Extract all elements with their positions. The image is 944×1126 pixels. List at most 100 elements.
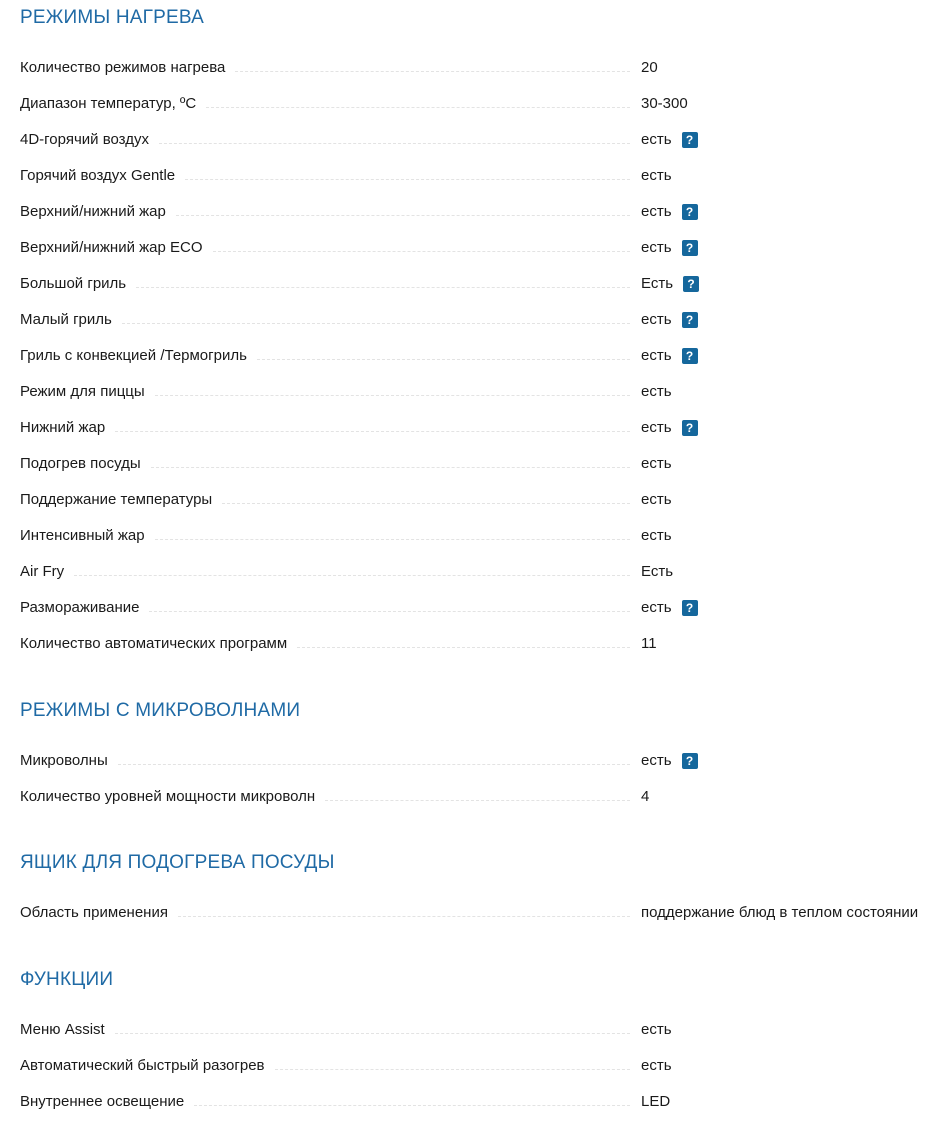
dotted-leader	[154, 539, 630, 540]
spec-row: Режим для пиццы есть	[20, 380, 944, 416]
spec-value-wrap: есть ?	[641, 596, 698, 620]
dotted-leader	[74, 575, 630, 576]
spec-label: Гриль с конвекцией /Термогриль	[20, 347, 247, 364]
help-icon[interactable]: ?	[683, 276, 700, 292]
spec-value-wrap: 20	[641, 56, 658, 80]
spec-row: Область применения поддержание блюд в те…	[20, 901, 944, 937]
spec-row: Подогрев посуды есть	[20, 452, 944, 488]
spec-label: Количество режимов нагрева	[20, 59, 226, 76]
spec-label-wrap: Подогрев посуды	[20, 452, 630, 476]
spec-label: Количество автоматических программ	[20, 635, 288, 652]
spec-value: LED	[641, 1093, 671, 1110]
spec-value: есть	[641, 383, 672, 400]
spec-value: поддержание блюд в теплом состоянии	[641, 904, 919, 921]
spec-row: Верхний/нижний жар ECO есть ?	[20, 236, 944, 272]
spec-value-wrap: есть ?	[641, 308, 698, 332]
spec-section: ФУНКЦИИ Меню Assist есть Автоматический …	[20, 968, 944, 1126]
spec-value: 30-300	[641, 95, 688, 112]
help-icon[interactable]: ?	[681, 420, 698, 436]
spec-label-wrap: Меню Assist	[20, 1018, 630, 1042]
spec-row: Количество автоматических программ 11	[20, 632, 944, 668]
spec-label-wrap: Количество уровней мощности микроволн	[20, 785, 630, 809]
help-icon[interactable]: ?	[681, 312, 698, 328]
spec-row: Количество уровней мощности микроволн 4	[20, 785, 944, 821]
spec-label-wrap: Количество режимов нагрева	[20, 56, 630, 80]
help-icon[interactable]: ?	[681, 204, 698, 220]
dotted-leader	[136, 287, 630, 288]
spec-value-wrap: есть	[641, 164, 672, 188]
spec-row: Верхний/нижний жар есть ?	[20, 200, 944, 236]
help-icon[interactable]: ?	[681, 348, 698, 364]
spec-value: есть	[641, 752, 672, 769]
section-title: ЯЩИК ДЛЯ ПОДОГРЕВА ПОСУДЫ	[20, 852, 335, 873]
help-icon[interactable]: ?	[681, 132, 698, 148]
spec-label-wrap: Диапазон температур, ºC	[20, 92, 630, 116]
spec-value-wrap: есть	[641, 1018, 672, 1042]
section-title: РЕЖИМЫ НАГРЕВА	[20, 7, 205, 28]
spec-value: есть	[641, 239, 672, 256]
spec-value: есть	[641, 203, 672, 220]
spec-value: есть	[641, 131, 672, 148]
spec-row: Большой гриль Есть ?	[20, 272, 944, 308]
spec-value-wrap: есть ?	[641, 128, 698, 152]
spec-label-wrap: Большой гриль	[20, 272, 630, 296]
dotted-leader	[222, 503, 630, 504]
spec-value-wrap: есть ?	[641, 200, 698, 224]
spec-label-wrap: Малый гриль	[20, 308, 630, 332]
spec-value-wrap: есть ?	[641, 236, 698, 260]
help-icon[interactable]: ?	[681, 240, 698, 256]
spec-label: Область применения	[20, 904, 168, 921]
section-title: ФУНКЦИИ	[20, 969, 114, 990]
help-icon[interactable]: ?	[681, 753, 698, 769]
spec-label-wrap: Количество автоматических программ	[20, 632, 630, 656]
spec-label: Малый гриль	[20, 311, 112, 328]
dotted-leader	[206, 107, 630, 108]
spec-label: Верхний/нижний жар	[20, 203, 166, 220]
spec-value: есть	[641, 419, 672, 436]
spec-list: Количество режимов нагрева 20 Диапазон т…	[20, 56, 944, 668]
spec-label-wrap: Интенсивный жар	[20, 524, 630, 548]
spec-label: Автоматический быстрый разогрев	[20, 1057, 265, 1074]
dotted-leader	[274, 1069, 630, 1070]
spec-label: Поддержание температуры	[20, 491, 213, 508]
spec-value-wrap: 4	[641, 785, 649, 809]
spec-label: Количество уровней мощности микроволн	[20, 788, 316, 805]
dotted-leader	[256, 359, 630, 360]
spec-row: Диапазон температур, ºC 30-300	[20, 92, 944, 128]
dotted-leader	[117, 764, 630, 765]
dotted-leader	[158, 143, 630, 144]
spec-value: есть	[641, 347, 672, 364]
spec-row: Горячий воздух Gentle есть	[20, 164, 944, 200]
help-icon[interactable]: ?	[681, 600, 698, 616]
spec-label-wrap: Air Fry	[20, 560, 630, 584]
spec-value-wrap: есть	[641, 452, 672, 476]
spec-label-wrap: Верхний/нижний жар ECO	[20, 236, 630, 260]
dotted-leader	[194, 1105, 630, 1106]
spec-section: ЯЩИК ДЛЯ ПОДОГРЕВА ПОСУДЫ Область примен…	[20, 851, 944, 937]
spec-label-wrap: Верхний/нижний жар	[20, 200, 630, 224]
spec-label-wrap: Область применения	[20, 901, 630, 925]
dotted-leader	[177, 916, 630, 917]
spec-label-wrap: 4D-горячий воздух	[20, 128, 630, 152]
spec-value: есть	[641, 1021, 672, 1038]
dotted-leader	[175, 215, 630, 216]
spec-value: Есть	[641, 275, 674, 292]
spec-value: есть	[641, 167, 672, 184]
dotted-leader	[150, 467, 630, 468]
spec-value-wrap: есть	[641, 524, 672, 548]
spec-row: Малый гриль есть ?	[20, 308, 944, 344]
spec-row: Размораживание есть ?	[20, 596, 944, 632]
spec-value-wrap: 30-300	[641, 92, 688, 116]
spec-list: Микроволны есть ? Количество уровней мощ…	[20, 749, 944, 821]
spec-row: Микроволны есть ?	[20, 749, 944, 785]
spec-value-wrap: есть	[641, 1054, 672, 1078]
section-title: РЕЖИМЫ С МИКРОВОЛНАМИ	[20, 700, 301, 721]
dotted-leader	[115, 431, 630, 432]
spec-section: РЕЖИМЫ С МИКРОВОЛНАМИ Микроволны есть ? …	[20, 699, 944, 821]
spec-row: Интенсивный жар есть	[20, 524, 944, 560]
spec-value: есть	[641, 491, 672, 508]
spec-value-wrap: есть ?	[641, 416, 698, 440]
spec-label: Air Fry	[20, 563, 65, 580]
spec-value-wrap: есть	[641, 488, 672, 512]
spec-label: 4D-горячий воздух	[20, 131, 149, 148]
